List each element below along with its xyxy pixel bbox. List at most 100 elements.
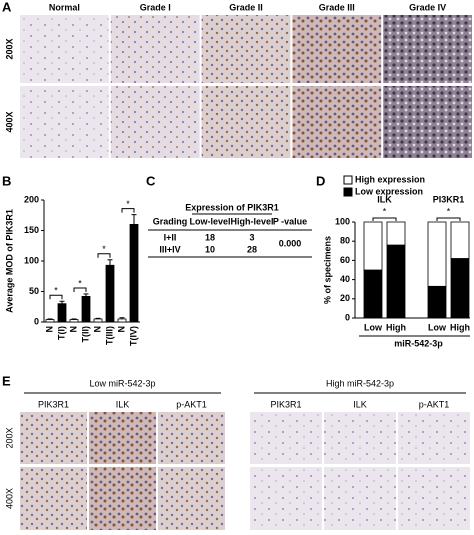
micrograph (383, 86, 472, 158)
group-label: PI3KR1 (433, 194, 465, 204)
row-label: 400X (4, 488, 14, 509)
x-tick-label: N (44, 326, 54, 333)
legend-swatch (343, 187, 353, 197)
legend-label: High expression (355, 174, 425, 184)
bar-segment (450, 221, 470, 259)
bar (57, 303, 67, 323)
micrograph (250, 467, 322, 530)
micrograph (201, 15, 291, 83)
micrograph (292, 15, 382, 83)
significance-bracket (97, 253, 111, 258)
micrograph (89, 412, 156, 464)
table-cell: 28 (247, 244, 257, 254)
bar (69, 319, 79, 323)
significance-bracket (436, 217, 461, 221)
micrograph (201, 86, 291, 158)
table-title: Expression of PIK3R1 (185, 202, 279, 212)
y-tick-label: 20 (340, 293, 350, 303)
x-tick-label: N (116, 326, 126, 333)
x-tick-label: Low (428, 322, 447, 332)
column-header: Grade IV (409, 2, 446, 12)
column-header: p-AKT1 (176, 399, 207, 409)
table-cell: 10 (205, 244, 215, 254)
micrograph (20, 86, 109, 158)
panel-label: E (2, 373, 11, 388)
bar-segment (427, 221, 447, 287)
table-header: Low-level (189, 216, 230, 226)
significance-bracket (121, 208, 135, 213)
table-cell: 0.000 (279, 238, 302, 248)
x-tick-label: High (386, 322, 406, 332)
panel-label: D (316, 173, 325, 188)
column-header: Normal (49, 2, 80, 12)
table-cell: I+II (164, 232, 177, 242)
micrograph (398, 467, 470, 530)
micrograph (324, 412, 396, 464)
x-tick-label: High (450, 322, 470, 332)
panel-e: E Low miR-542-3p PIK3R1 ILK p-AKT1 High miR-5… (2, 373, 470, 530)
panel-label: C (146, 173, 156, 188)
table-cell: III+IV (159, 244, 180, 254)
column-header: Grade II (229, 2, 263, 12)
x-tick-label: T(III) (104, 326, 114, 345)
x-tick-label: T(II) (80, 326, 90, 343)
table-header: High-level (230, 216, 273, 226)
y-tick-label: 50 (29, 286, 39, 296)
x-tick-label: T(I) (56, 326, 66, 340)
column-header: p-AKT1 (419, 399, 450, 409)
micrograph (158, 467, 225, 530)
bar (105, 264, 115, 323)
y-tick-label: 40 (340, 274, 350, 284)
legend-swatch (343, 175, 353, 185)
table-header: Grading (153, 216, 188, 226)
micrograph (398, 412, 470, 464)
column-header: PIK3R1 (38, 399, 69, 409)
y-axis-label: % of specimens (322, 236, 332, 304)
x-tick-label: N (92, 326, 102, 333)
x-tick-label: N (68, 326, 78, 333)
significance-bracket (49, 294, 63, 300)
micrograph (158, 412, 225, 464)
bar-segment (427, 285, 447, 319)
y-tick-label: 150 (24, 225, 39, 235)
bar-segment (363, 221, 383, 271)
column-header: PIK3R1 (270, 399, 301, 409)
panel-label: A (2, 0, 12, 14)
column-header: ILK (353, 399, 367, 409)
column-header: Grade III (319, 2, 355, 12)
panel-c: C Expression of PIK3R1 Grading Low-level Hig… (146, 173, 312, 258)
bar (93, 318, 103, 323)
row-label: 200X (4, 427, 14, 448)
bar-segment (386, 221, 406, 246)
micrograph (110, 15, 200, 83)
bar (129, 223, 139, 323)
micrograph (20, 412, 87, 464)
micrograph (20, 15, 109, 83)
bar-segment (386, 244, 406, 319)
y-tick-label: 80 (340, 236, 350, 246)
table-cell: 18 (205, 232, 215, 242)
significance-mark: * (447, 206, 451, 216)
micrograph (324, 467, 396, 530)
bar-segment (363, 269, 383, 319)
bar-segment (450, 258, 470, 319)
significance-mark: * (102, 244, 106, 254)
y-axis-label: Average MOD of PIK3R1 (4, 209, 14, 313)
micrograph (89, 467, 156, 530)
group-header: High miR-542-3p (326, 378, 394, 388)
bar (81, 295, 91, 323)
bar (117, 318, 127, 323)
y-tick-label: 200 (24, 194, 39, 204)
table-header: P -value (273, 216, 307, 226)
column-header: Grade I (140, 2, 171, 12)
row-label: 400X (4, 111, 14, 132)
column-header: ILK (116, 399, 130, 409)
x-tick-label: T(IV) (128, 326, 138, 346)
y-tick-label: 0 (34, 316, 39, 326)
significance-bracket (372, 217, 397, 221)
significance-mark: * (383, 206, 387, 216)
significance-mark: * (78, 278, 82, 288)
micrograph (250, 412, 322, 464)
